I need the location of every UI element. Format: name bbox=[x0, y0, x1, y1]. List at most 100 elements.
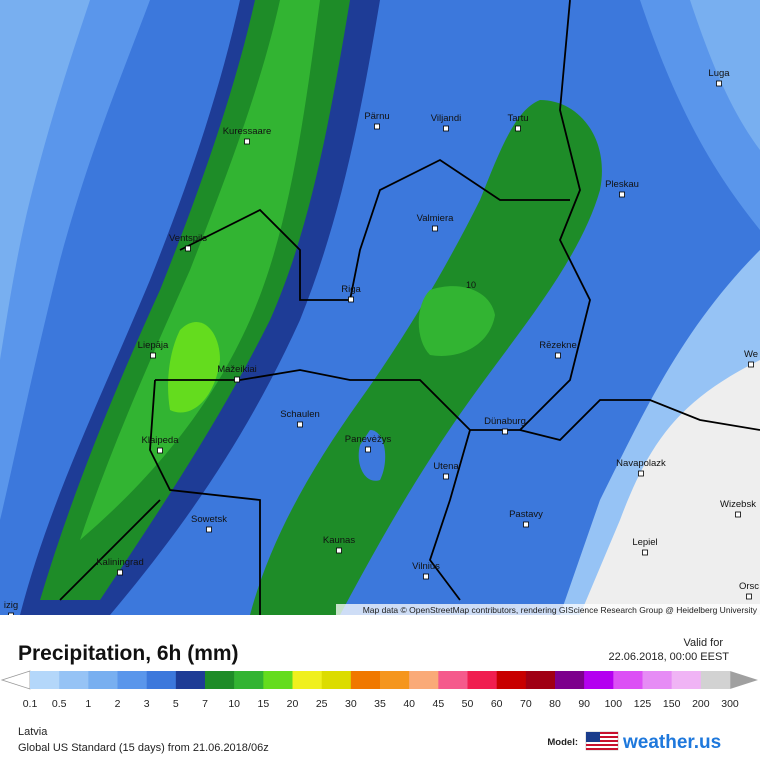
city-marker bbox=[523, 521, 529, 528]
city-label: Kaliningrad bbox=[96, 557, 144, 568]
color-swatch bbox=[671, 671, 702, 689]
city-label: Pärnu bbox=[364, 111, 389, 122]
legend-tick-label: 70 bbox=[520, 698, 532, 710]
city-label: Ventspils bbox=[169, 233, 207, 244]
valid-time: 22.06.2018, 00:00 EEST bbox=[609, 651, 730, 663]
city-label: Riga bbox=[341, 284, 361, 295]
city-marker bbox=[746, 593, 752, 600]
legend-tick-label: 1 bbox=[85, 698, 91, 710]
color-swatch bbox=[700, 671, 731, 689]
city-label: Viljandi bbox=[431, 113, 461, 124]
city-marker bbox=[432, 225, 438, 232]
city-label: We bbox=[744, 349, 758, 360]
map: 10 Pärnu Viljandi Tartu Luga Kuressaare … bbox=[0, 0, 760, 615]
legend-tick-label: 200 bbox=[692, 698, 710, 710]
legend-tick-label: 20 bbox=[287, 698, 299, 710]
city-label: Lepiel bbox=[632, 537, 657, 548]
color-swatch bbox=[234, 671, 264, 689]
model-run: Global US Standard (15 days) from 21.06.… bbox=[18, 742, 269, 754]
brand: weather.us bbox=[622, 732, 721, 753]
legend-tick-label: 100 bbox=[605, 698, 623, 710]
city-label: Valmiera bbox=[417, 213, 454, 224]
color-swatch bbox=[117, 671, 147, 689]
city-label: Luga bbox=[708, 68, 730, 79]
color-swatch bbox=[555, 671, 585, 689]
color-swatch bbox=[263, 671, 293, 689]
color-swatch bbox=[584, 671, 614, 689]
color-swatch bbox=[350, 671, 381, 689]
city-marker bbox=[502, 428, 508, 435]
city-label: Rēzekne bbox=[539, 340, 577, 351]
city-label: Liepāja bbox=[138, 340, 169, 351]
attribution-bg bbox=[336, 604, 760, 615]
color-swatch bbox=[146, 671, 177, 689]
city-marker bbox=[423, 573, 429, 580]
legend-tick-label: 60 bbox=[491, 698, 503, 710]
city-marker bbox=[642, 549, 648, 556]
legend-tick-label: 80 bbox=[549, 698, 561, 710]
city-label: Kuressaare bbox=[223, 126, 272, 137]
city-marker bbox=[735, 511, 741, 518]
city-label: Tartu bbox=[507, 113, 528, 124]
legend-tick-label: 90 bbox=[578, 698, 590, 710]
above-triangle bbox=[730, 671, 758, 689]
color-swatch bbox=[496, 671, 527, 689]
legend-tick-label: 300 bbox=[721, 698, 739, 710]
city-label: Klaipeda bbox=[142, 435, 180, 446]
city-label: Navapolazk bbox=[616, 458, 666, 469]
city-marker bbox=[716, 80, 722, 87]
attribution: Map data © OpenStreetMap contributors, r… bbox=[363, 605, 758, 615]
legend-tick-label: 125 bbox=[634, 698, 652, 710]
flag bbox=[585, 731, 619, 751]
city-marker bbox=[117, 569, 123, 576]
city-marker bbox=[8, 612, 14, 615]
legend-tick-label: 40 bbox=[403, 698, 415, 710]
legend-tick-label: 7 bbox=[202, 698, 208, 710]
city-label: Dünaburg bbox=[484, 416, 526, 427]
city-marker bbox=[234, 376, 240, 383]
color-swatch bbox=[642, 671, 672, 689]
color-swatch bbox=[88, 671, 118, 689]
color-swatch bbox=[59, 671, 89, 689]
city-label: Mažeikiai bbox=[217, 364, 257, 375]
city-label: Pastavy bbox=[509, 509, 543, 520]
legend-title: Precipitation, 6h (mm) bbox=[18, 642, 239, 665]
color-swatch bbox=[438, 671, 468, 689]
color-swatch bbox=[467, 671, 497, 689]
city-marker bbox=[244, 138, 250, 145]
legend-tick-label: 45 bbox=[432, 698, 444, 710]
legend-tick-label: 0.1 bbox=[23, 698, 38, 710]
color-swatch bbox=[409, 671, 439, 689]
city-marker bbox=[619, 191, 625, 198]
borders bbox=[59, 0, 760, 615]
legend-tick-label: 5 bbox=[173, 698, 179, 710]
city-label: Pleskau bbox=[605, 179, 639, 190]
city-label: Orsc bbox=[739, 581, 759, 592]
color-swatch bbox=[380, 671, 410, 689]
color-swatch bbox=[613, 671, 643, 689]
city-label: Utena bbox=[433, 461, 459, 472]
city-marker bbox=[348, 296, 354, 303]
city-marker bbox=[748, 361, 754, 368]
city-label: Panevėžys bbox=[345, 434, 392, 445]
legend-tick-label: 30 bbox=[345, 698, 357, 710]
city-marker bbox=[443, 473, 449, 480]
city-label: Kaunas bbox=[323, 535, 355, 546]
legend-tick-label: 2 bbox=[115, 698, 121, 710]
below-triangle bbox=[0, 670, 31, 690]
region: Latvia bbox=[18, 726, 48, 738]
legend: Precipitation, 6h (mm) Valid for 22.06.2… bbox=[0, 637, 758, 754]
city-marker bbox=[443, 125, 449, 132]
color-swatch bbox=[292, 671, 322, 689]
city-marker bbox=[374, 123, 380, 130]
city-marker bbox=[157, 447, 163, 454]
city-marker bbox=[515, 125, 521, 132]
legend-tick-label: 150 bbox=[663, 698, 681, 710]
city-marker bbox=[365, 446, 371, 453]
legend-tick-label: 25 bbox=[316, 698, 328, 710]
precip-field bbox=[0, 0, 760, 615]
city-labels: Pärnu Viljandi Tartu Luga Kuressaare Ple… bbox=[4, 68, 759, 615]
legend-tick-label: 50 bbox=[462, 698, 474, 710]
legend-tick-label: 3 bbox=[144, 698, 150, 710]
legend-tick-label: 10 bbox=[228, 698, 240, 710]
